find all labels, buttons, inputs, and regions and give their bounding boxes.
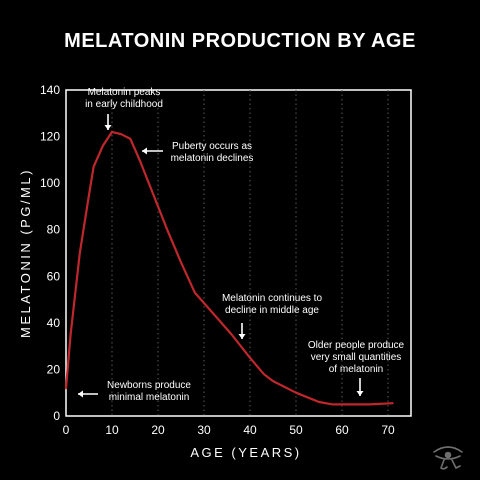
tick-labels: 0 10 20 30 40 50 60 70 0 20 40 60 80 100 120 140	[40, 83, 395, 437]
annotation-text: Newborns produce	[107, 380, 191, 391]
x-tick-label: 20	[151, 423, 165, 437]
x-tick-label: 50	[289, 423, 303, 437]
series-line	[64, 130, 394, 406]
annotation-text: very small quantities	[311, 352, 402, 363]
plot-area	[65, 89, 412, 417]
annotation-text: minimal melatonin	[109, 392, 190, 403]
y-tick-label: 120	[40, 130, 60, 144]
annotation-arrowhead	[356, 391, 364, 396]
y-tick-label: 100	[40, 176, 60, 190]
annotation-arrowhead	[142, 147, 147, 155]
x-tick-label: 60	[335, 423, 349, 437]
y-tick-label: 140	[40, 83, 60, 97]
annotation-text: in early childhood	[85, 99, 163, 110]
y-tick-label: 40	[47, 316, 61, 330]
y-tick-label: 20	[47, 362, 61, 376]
y-tick-label: 0	[53, 409, 60, 423]
annotation-text: Melatonin continues to	[222, 293, 323, 304]
annotation-text: Older people produce	[308, 340, 405, 351]
x-axis-label: AGE (YEARS)	[190, 445, 301, 460]
x-tick-label: 10	[105, 423, 119, 437]
y-tick-label: 80	[47, 223, 61, 237]
annotation-text: of melatonin	[329, 364, 383, 375]
eye-of-horus-icon	[433, 446, 463, 470]
y-axis-label: MELATONIN (PG/ML)	[18, 168, 33, 338]
annotation-text: Melatonin peaks	[88, 87, 161, 98]
annotation-text: decline in middle age	[225, 305, 319, 316]
x-tick-label: 70	[381, 423, 395, 437]
annotation-text: melatonin declines	[171, 153, 254, 164]
annotation-text: Puberty occurs as	[172, 141, 252, 152]
x-tick-label: 30	[197, 423, 211, 437]
annotation-arrowhead	[238, 334, 246, 339]
annotation-arrowhead	[78, 390, 83, 398]
y-tick-label: 60	[47, 269, 61, 283]
grid	[111, 90, 389, 416]
x-tick-label: 40	[243, 423, 257, 437]
chart-title: MELATONIN PRODUCTION BY AGE	[64, 30, 416, 52]
annotation-arrowhead	[104, 125, 112, 130]
x-tick-label: 0	[63, 423, 70, 437]
